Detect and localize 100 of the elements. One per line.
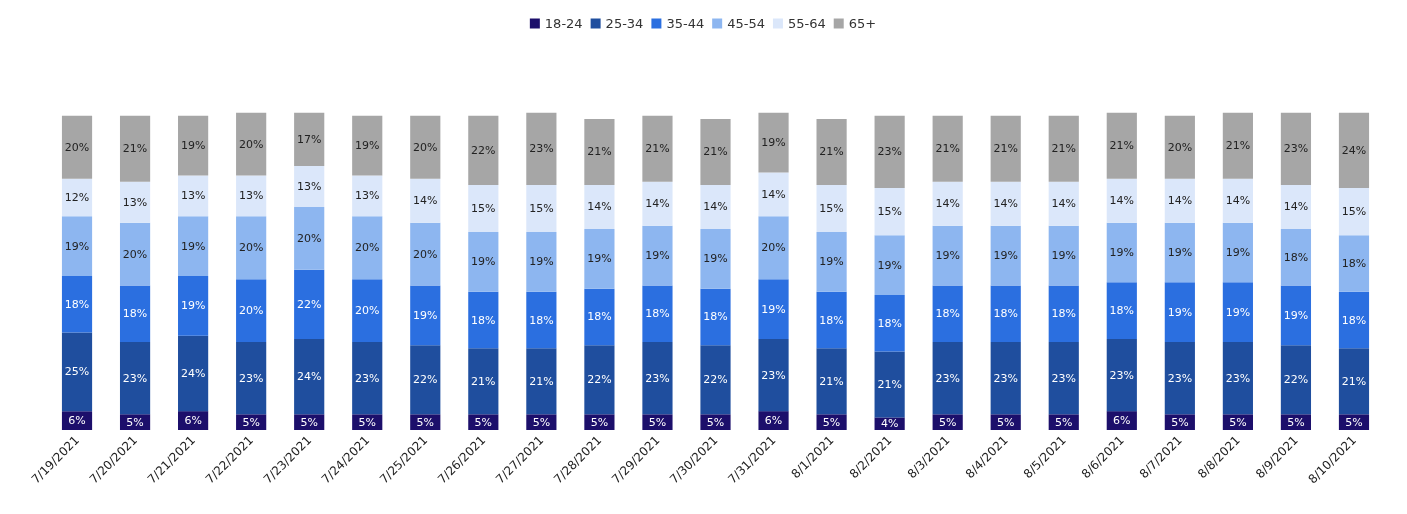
data-label: 20% [64, 140, 90, 154]
bar [758, 172, 789, 217]
bar [236, 279, 267, 343]
data-label: 5% [1229, 415, 1247, 429]
bar [468, 184, 499, 233]
data-label: 19% [993, 249, 1018, 263]
data-label: 21% [819, 145, 844, 159]
bar [932, 181, 963, 226]
bar [526, 348, 557, 415]
bar [584, 345, 615, 415]
data-label: 19% [935, 249, 960, 263]
bar [1338, 235, 1370, 292]
data-label: 21% [1109, 139, 1135, 153]
bar [352, 279, 383, 343]
data-label: 5% [590, 415, 609, 429]
data-label: 21% [819, 374, 844, 388]
bar [1338, 348, 1370, 415]
bar [119, 222, 151, 286]
bar [61, 115, 93, 179]
data-label: 18% [529, 313, 554, 327]
bar [584, 288, 615, 346]
bar [178, 276, 209, 336]
bar [1164, 178, 1195, 223]
bar [410, 285, 441, 346]
bar [758, 216, 789, 280]
data-label: 23% [1109, 368, 1135, 382]
bar [178, 115, 209, 176]
data-label: 20% [413, 247, 438, 261]
bar [294, 269, 325, 339]
bar [1106, 282, 1137, 339]
data-label: 22% [1283, 373, 1309, 387]
data-label: 6% [1113, 414, 1131, 428]
data-label: 6% [184, 414, 202, 428]
bar [294, 206, 325, 270]
data-label: 19% [1225, 305, 1251, 319]
data-label: 18% [703, 310, 728, 324]
data-label: 19% [64, 239, 90, 253]
data-label: 13% [296, 180, 322, 194]
data-label: 5% [648, 415, 667, 429]
legend-label: 55-64 [787, 16, 826, 31]
data-label: 14% [587, 200, 612, 214]
data-label: 18% [1341, 313, 1367, 327]
bar [1048, 342, 1079, 415]
bar [294, 166, 325, 207]
data-label: 19% [471, 255, 496, 269]
bar [1280, 228, 1312, 286]
data-label: 5% [822, 415, 841, 429]
bar [61, 276, 93, 333]
bar [816, 118, 847, 185]
data-label: 18% [471, 313, 496, 327]
bar [410, 222, 441, 286]
data-label: 15% [877, 205, 902, 219]
data-label: 24% [180, 366, 206, 380]
bar [352, 342, 383, 415]
bar [1280, 112, 1312, 185]
bar [119, 115, 151, 182]
bar [1048, 115, 1079, 182]
data-label: 14% [1109, 194, 1135, 208]
bar [119, 285, 151, 343]
bar [874, 351, 905, 418]
data-label: 24% [296, 370, 322, 384]
bar [1280, 285, 1312, 346]
data-label: 14% [703, 200, 728, 214]
data-label: 20% [1167, 140, 1193, 154]
bar [1164, 222, 1195, 283]
bar [236, 342, 267, 415]
data-label: 14% [1283, 200, 1309, 214]
data-label: 21% [1341, 374, 1367, 388]
data-label: 14% [993, 197, 1018, 211]
bar [990, 115, 1021, 182]
bar [1164, 342, 1195, 415]
bar [1164, 282, 1195, 343]
bar [1106, 338, 1137, 412]
bar [526, 112, 557, 185]
bar [874, 188, 905, 236]
bar [1338, 188, 1370, 236]
data-label: 14% [1225, 194, 1251, 208]
data-label: 23% [1283, 142, 1309, 156]
data-label: 13% [355, 189, 380, 203]
bar [816, 291, 847, 349]
data-label: 19% [1051, 249, 1076, 263]
data-label: 21% [1051, 142, 1076, 156]
data-label: 13% [238, 189, 264, 203]
bar [178, 335, 209, 412]
data-label: 18% [1051, 307, 1076, 321]
data-label: 18% [935, 307, 960, 321]
data-label: 6% [68, 414, 86, 428]
bar [1048, 225, 1079, 286]
data-label: 14% [935, 197, 960, 211]
data-label: 18% [122, 307, 148, 321]
data-label: 15% [819, 202, 844, 216]
data-label: 5% [1171, 415, 1189, 429]
data-label: 21% [529, 374, 554, 388]
data-label: 5% [358, 415, 376, 429]
data-label: 21% [877, 377, 902, 391]
data-label: 23% [529, 142, 554, 156]
data-label: 18% [877, 316, 902, 330]
data-label: 22% [587, 373, 612, 387]
bar [932, 342, 963, 415]
data-label: 20% [355, 241, 380, 255]
